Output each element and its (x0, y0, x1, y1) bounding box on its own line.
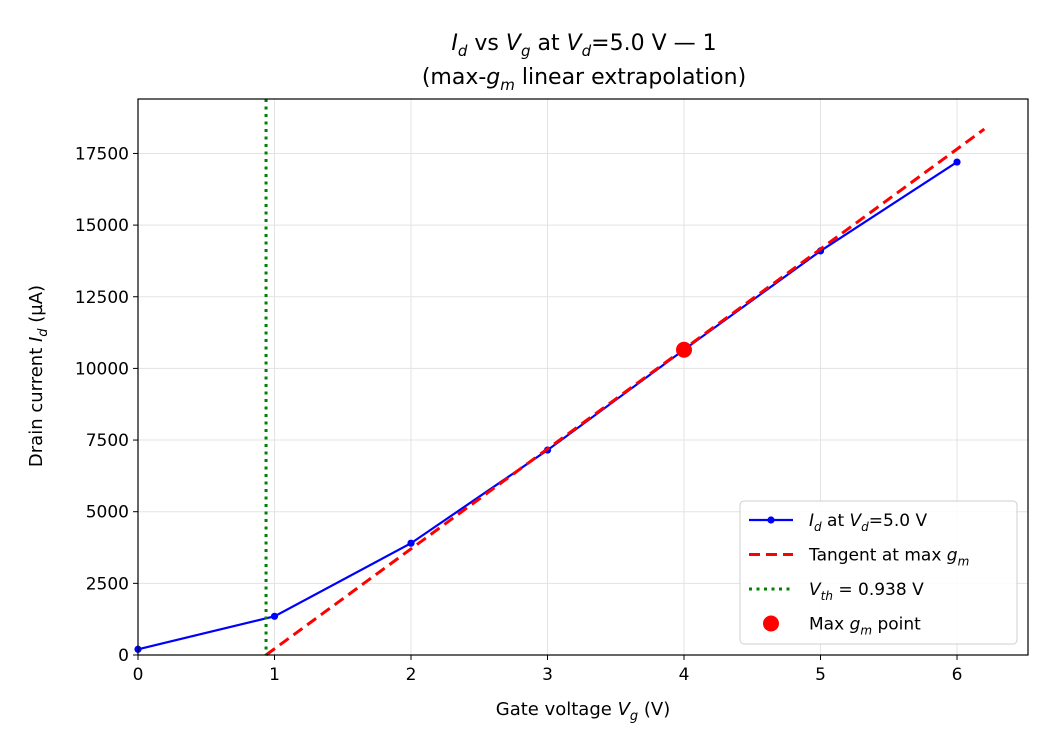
y-tick-label: 15000 (75, 216, 129, 236)
legend-handle-point (763, 615, 779, 632)
max-gm-point (676, 341, 693, 358)
legend-label: Max gm point (809, 615, 921, 638)
legend-label: Vth = 0.938 V (809, 580, 924, 603)
plot-area (134, 99, 986, 657)
chart-title-line-1: Id vs Vg at Vd=5.0 V — 1 (451, 31, 716, 60)
y-tick-label: 17500 (75, 144, 129, 164)
x-tick-label: 0 (133, 665, 144, 685)
y-tick-label: 5000 (86, 503, 129, 523)
legend-label: Id at Vd=5.0 V (809, 511, 927, 534)
chart-title: Id vs Vg at Vd=5.0 V — 1 (max-gm linear … (422, 31, 746, 94)
x-tick-label: 5 (815, 665, 826, 685)
y-tick-label: 12500 (75, 288, 129, 308)
legend-handle-marker (767, 516, 775, 524)
chart-title-line-2: (max-gm linear extrapolation) (422, 65, 746, 94)
y-axis-label: Drain current Id (µA) (26, 285, 51, 467)
y-tick-label: 10000 (75, 359, 129, 379)
id-data-point (270, 612, 279, 620)
y-tick-label: 0 (118, 646, 129, 666)
x-tick-label: 2 (406, 665, 417, 685)
x-tick-label: 6 (952, 665, 963, 685)
x-tick-label: 1 (269, 665, 280, 685)
y-tick-label: 2500 (86, 574, 129, 594)
grid (137, 99, 1028, 656)
legend-box (739, 500, 1018, 645)
y-tick-label: 7500 (86, 431, 129, 451)
id-data-point (407, 539, 415, 547)
x-tick-label: 4 (679, 665, 690, 685)
legend: Id at Vd=5.0 V Tangent at max gm Vth = 0.9… (739, 500, 1018, 645)
plot-frame (137, 98, 1029, 656)
axis-ticks: 0 1 2 3 4 5 6 0 2500 5000 7500 10000 12500 15000 17500 (75, 144, 963, 685)
x-axis-label: Gate voltage Vg (V) (496, 699, 671, 724)
id-data-point (953, 158, 961, 166)
x-tick-label: 3 (542, 665, 553, 685)
legend-label: Tangent at max gm (808, 546, 969, 569)
tangent-line (265, 127, 986, 657)
